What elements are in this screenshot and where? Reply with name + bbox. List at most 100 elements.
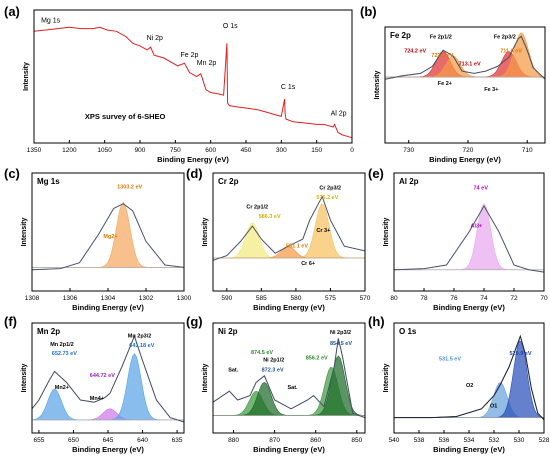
annotation-f-5: Mn2+ [55, 385, 69, 391]
annotation-e-0: 74 eV [474, 186, 489, 192]
panel-title-h: O 1s [399, 327, 417, 336]
annotation-c-0: 1303.2 eV [117, 184, 142, 190]
x-tick-label-c-3: 1302 [139, 295, 154, 302]
annotation-h-0: 531.5 eV [439, 356, 461, 362]
x-tick-label-b-0: 730 [403, 147, 414, 154]
y-axis-label-c: Intensity [21, 218, 28, 247]
x-tick-label-b-2: 710 [522, 147, 533, 154]
y-axis-label-d: Intensity [202, 218, 209, 247]
x-tick-label-d-0: 590 [221, 295, 232, 302]
x-tick-label-c-2: 1304 [101, 295, 116, 302]
x-tick-label-h-2: 536 [439, 437, 450, 444]
x-tick-label-b-1: 720 [463, 147, 474, 154]
panel-letter-e: (e) [368, 166, 384, 181]
annotation-b-7: Fe 3+ [484, 87, 498, 93]
annotation-d-4: Cr 2p3/2 [319, 186, 341, 192]
x-tick-label-e-5: 70 [540, 295, 548, 302]
chart-panel-c: 1308 1306 1304 1302 1300 Binding Energy (eV) I… [21, 173, 192, 312]
panel-letter-h: (h) [368, 314, 385, 329]
x-axis-label-d: Binding Energy (eV) [253, 303, 325, 312]
panel-letter-g: (g) [186, 314, 203, 329]
x-tick-label-c-0: 1308 [25, 295, 40, 302]
annotation-h-1: 529.9 eV [510, 351, 532, 357]
envelope-line-e [394, 206, 544, 272]
x-axis-label-b: Binding Energy (eV) [429, 155, 501, 164]
x-tick-label-d-1: 585 [256, 295, 267, 302]
annotation-a-3: Mn 2p [197, 60, 217, 67]
series-line-a-0 [34, 27, 352, 137]
x-tick-label-d-2: 580 [290, 295, 301, 302]
annotation-d-2: 581.1 eV [286, 243, 308, 249]
x-tick-label-e-0: 80 [390, 295, 398, 302]
panel-title-c: Mg 1s [37, 177, 60, 186]
x-tick-label-c-1: 1306 [63, 295, 78, 302]
annotation-b-2: 713.1 eV [459, 61, 481, 67]
y-axis-label-a: Intensity [23, 62, 30, 91]
annotation-f-6: Mn4+ [90, 396, 104, 402]
panel-letter-c: (c) [4, 166, 20, 181]
annotation-b-3: 711.0 eV [500, 49, 522, 55]
panel-letter-a: (a) [4, 4, 20, 19]
x-tick-label-f-0: 655 [33, 437, 44, 444]
annotation-g-0: 874.5 eV [251, 350, 273, 356]
annotation-f-1: 644.72 eV [90, 373, 115, 379]
annotation-a-2: Fe 2p [181, 52, 199, 59]
x-tick-label-a-4: 750 [170, 147, 181, 154]
plot-frame-d [213, 173, 365, 291]
x-tick-label-e-2: 76 [450, 295, 458, 302]
annotation-d-6: Cr 6+ [301, 261, 315, 267]
y-axis-label-e: Intensity [383, 218, 390, 247]
x-tick-label-g-2: 860 [310, 437, 321, 444]
x-tick-label-f-1: 650 [68, 437, 79, 444]
annotation-a-5: C 1s [281, 84, 296, 91]
x-tick-label-a-1: 1200 [62, 147, 77, 154]
x-tick-label-h-1: 538 [414, 437, 425, 444]
x-tick-label-h-6: 528 [539, 437, 550, 444]
annotation-b-4: Fe 2p1/2 [430, 35, 452, 41]
x-tick-label-f-3: 640 [137, 437, 148, 444]
x-tick-label-g-0: 880 [228, 437, 239, 444]
annotation-b-0: 724.2 eV [404, 49, 426, 55]
y-axis-label-h: Intensity [383, 364, 390, 393]
annotation-d-3: Cr 2p1/2 [246, 204, 268, 210]
x-tick-label-a-0: 1350 [27, 147, 42, 154]
x-tick-label-a-5: 600 [205, 147, 216, 154]
x-axis-label-c: Binding Energy (eV) [72, 303, 144, 312]
fit-peak-e-0 [394, 204, 544, 270]
x-tick-label-h-3: 534 [464, 437, 475, 444]
x-tick-label-a-6: 450 [241, 147, 252, 154]
x-tick-label-d-4: 570 [360, 295, 371, 302]
annotation-h-3: O1 [490, 404, 497, 410]
annotation-c-1: Mg2+ [103, 234, 117, 240]
panel-title-g: Ni 2p [218, 327, 238, 336]
annotation-g-5: Ni 2p3/2 [330, 330, 351, 336]
annotation-b-5: Fe 2p3/2 [494, 35, 516, 41]
plot-frame-c [32, 173, 184, 291]
annotation-f-4: Mn 2p3/2 [128, 333, 152, 339]
annotation-a-0: Mg 1s [41, 18, 61, 25]
chart-panel-b: 730 720 710 Binding Energy (eV) Intensity Fe … [374, 27, 545, 164]
x-tick-label-c-4: 1300 [177, 295, 192, 302]
x-tick-label-h-5: 530 [514, 437, 525, 444]
annotation-g-6: Sat. [228, 367, 239, 373]
series-line-e-0 [394, 206, 544, 272]
annotation-b-6: Fe 2+ [438, 81, 452, 87]
y-axis-label-b: Intensity [374, 71, 381, 100]
annotation-g-2: 856.2 eV [306, 355, 328, 361]
annotation-g-1: 872.3 eV [262, 367, 284, 373]
annotation-a-4: O 1s [223, 23, 238, 30]
annotation-e-1: Al3+ [471, 223, 483, 229]
x-axis-label-f: Binding Energy (eV) [72, 445, 144, 454]
annotation-g-4: Ni 2p1/2 [263, 358, 284, 364]
x-tick-label-e-1: 78 [420, 295, 428, 302]
survey-caption: XPS survey of 6-SHEO [85, 112, 166, 121]
annotation-a-6: Al 2p [331, 111, 347, 118]
x-tick-label-f-4: 635 [172, 437, 183, 444]
